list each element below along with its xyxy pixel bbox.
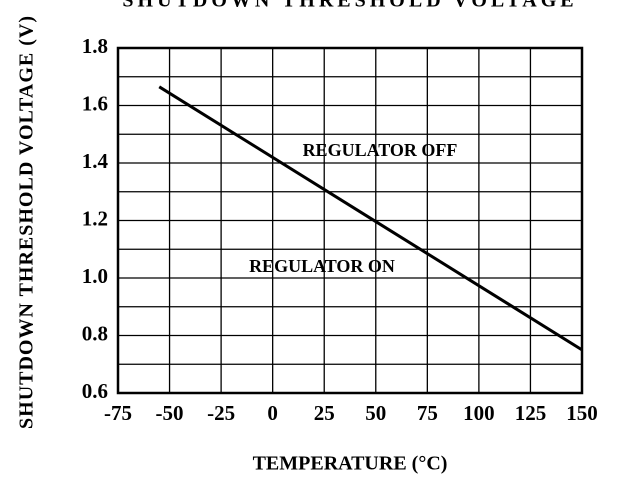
x-tick-label: 100 [463,401,495,425]
y-tick-label: 1.4 [82,149,109,173]
x-tick-label: -25 [207,401,235,425]
chart-title: SHUTDOWN THRESHOLD VOLTAGE [122,0,577,12]
x-tick-label: 150 [566,401,598,425]
y-tick-label: 1.2 [82,206,108,230]
x-axis-label: TEMPERATURE (°C) [253,453,448,475]
x-tick-label: -75 [104,401,132,425]
y-tick-label: 0.6 [82,379,108,403]
y-tick-label: 1.8 [82,34,108,58]
x-tick-label: 75 [417,401,438,425]
x-tick-label: 50 [365,401,386,425]
x-tick-label: 125 [515,401,547,425]
y-tick-label: 0.8 [82,321,108,345]
annotation: REGULATOR OFF [303,140,458,160]
x-tick-label: -50 [156,401,184,425]
x-tick-label: 0 [267,401,278,425]
data-line [158,85,583,352]
x-tick-label: 25 [314,401,335,425]
y-axis-label: SHUTDOWN THRESHOLD VOLTAGE (V) [16,15,38,429]
plot-frame [116,46,584,395]
annotation: REGULATOR ON [249,256,395,276]
y-tick-label: 1.0 [82,264,108,288]
y-tick-label: 1.6 [82,91,108,115]
